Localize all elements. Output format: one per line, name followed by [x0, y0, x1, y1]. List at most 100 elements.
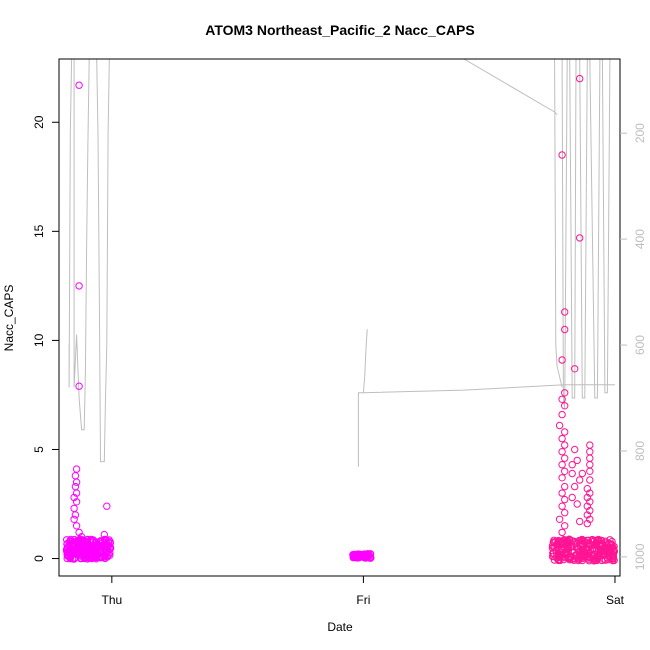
data-point	[583, 536, 591, 545]
data-point	[610, 545, 618, 554]
x-tick-label: Fri	[356, 593, 370, 607]
data-point	[101, 535, 109, 544]
data-point	[558, 538, 566, 546]
data-point	[558, 151, 566, 159]
data-point	[80, 549, 89, 558]
data-point	[72, 522, 81, 530]
data-point	[75, 81, 83, 89]
data-point	[555, 421, 564, 430]
data-point	[363, 550, 371, 559]
data-point	[72, 478, 81, 486]
y2-tick-label: 400	[633, 229, 647, 249]
data-point	[68, 555, 77, 563]
data-point	[573, 456, 581, 465]
data-point	[586, 461, 594, 469]
y2-tick-label: 200	[633, 123, 647, 143]
pressure-line-segment	[363, 59, 558, 115]
data-point	[100, 553, 109, 561]
data-point	[604, 551, 612, 559]
y-tick-label: 10	[32, 333, 46, 347]
data-point	[568, 469, 576, 478]
data-point	[63, 539, 72, 548]
data-point	[583, 485, 591, 493]
data-point	[96, 538, 105, 546]
pressure-line-segment	[363, 384, 615, 394]
pressure-line-segment	[357, 329, 368, 467]
data-point	[350, 553, 358, 561]
data-point	[77, 533, 86, 541]
data-point	[586, 454, 594, 462]
data-point	[571, 482, 579, 491]
data-point	[561, 454, 569, 462]
data-point	[74, 546, 82, 554]
data-point	[100, 530, 109, 539]
data-point	[571, 445, 579, 454]
data-point	[64, 544, 72, 552]
data-point	[92, 555, 100, 563]
x-tick-label: Thu	[101, 593, 122, 607]
data-point	[62, 536, 71, 544]
data-point	[71, 472, 80, 480]
data-point	[558, 461, 566, 469]
data-point	[103, 502, 111, 510]
data-point	[98, 541, 106, 550]
data-point	[586, 506, 594, 515]
data-point	[571, 552, 579, 560]
data-point	[558, 448, 566, 456]
data-point	[586, 498, 594, 506]
pressure-line-segment	[68, 59, 73, 388]
pressure-line-segment	[73, 59, 90, 431]
data-point	[71, 511, 80, 519]
y-tick-label: 20	[32, 115, 46, 129]
data-point	[82, 541, 90, 549]
data-point	[561, 428, 569, 436]
data-point	[568, 493, 576, 502]
data-point	[72, 498, 81, 506]
data-point	[573, 500, 581, 508]
data-point	[586, 448, 594, 456]
data-point	[80, 553, 88, 561]
data-point	[63, 554, 71, 563]
data-point	[578, 554, 587, 563]
data-point	[592, 539, 600, 547]
data-point	[550, 556, 559, 564]
data-point	[363, 553, 371, 562]
data-point	[75, 282, 83, 290]
y-tick-label: 5	[32, 446, 46, 453]
data-point	[575, 548, 583, 556]
data-point	[558, 434, 566, 443]
data-point	[561, 308, 569, 316]
data-point	[72, 465, 81, 473]
data-point	[568, 461, 576, 469]
data-point	[558, 528, 566, 537]
pressure-line-segment	[579, 59, 588, 399]
data-point	[558, 395, 566, 403]
data-point	[558, 474, 566, 482]
data-point	[586, 515, 594, 523]
pressure-line-segment	[589, 59, 601, 399]
data-point	[610, 542, 618, 551]
data-point	[75, 382, 83, 390]
data-point	[561, 467, 569, 475]
y2-tick-label: 800	[633, 441, 647, 461]
data-point	[561, 522, 569, 530]
data-point	[555, 550, 563, 558]
data-point	[578, 469, 586, 478]
data-point	[576, 234, 584, 242]
data-point	[586, 476, 594, 484]
data-point	[586, 489, 594, 497]
data-point	[586, 441, 594, 449]
data-point	[70, 493, 78, 502]
data-point	[558, 502, 566, 510]
plot-border	[58, 58, 621, 577]
data-point	[577, 540, 586, 548]
data-point	[561, 402, 569, 410]
data-point	[583, 519, 591, 528]
data-point	[571, 365, 579, 373]
data-point	[350, 550, 358, 559]
data-point	[576, 517, 584, 526]
data-point	[97, 553, 105, 561]
data-point	[603, 547, 611, 556]
data-point	[576, 74, 584, 83]
